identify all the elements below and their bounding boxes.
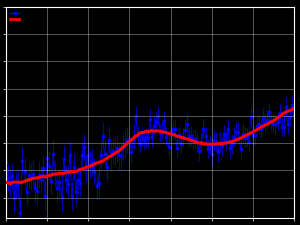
Legend: , : ,	[9, 9, 22, 24]
